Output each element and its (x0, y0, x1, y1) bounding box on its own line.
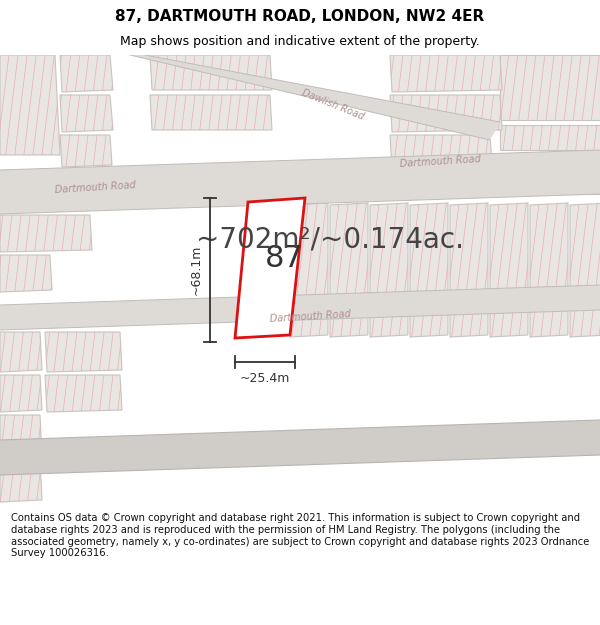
Polygon shape (0, 375, 42, 412)
Polygon shape (0, 420, 600, 475)
Polygon shape (390, 95, 502, 132)
Polygon shape (380, 170, 552, 194)
Polygon shape (45, 375, 122, 412)
Polygon shape (0, 150, 600, 214)
Polygon shape (45, 332, 122, 372)
Polygon shape (570, 203, 600, 337)
Polygon shape (60, 135, 112, 167)
Polygon shape (390, 55, 502, 92)
Polygon shape (235, 198, 305, 338)
Polygon shape (490, 203, 528, 337)
Text: 87: 87 (265, 244, 304, 272)
Polygon shape (390, 135, 492, 167)
Polygon shape (500, 55, 600, 120)
Text: Dartmouth Road: Dartmouth Road (400, 154, 482, 169)
Polygon shape (500, 125, 600, 150)
Polygon shape (0, 415, 42, 457)
Polygon shape (0, 285, 600, 330)
Text: Dartmouth Road: Dartmouth Road (55, 181, 137, 196)
Polygon shape (60, 55, 113, 92)
Polygon shape (530, 203, 568, 337)
Text: ~25.4m: ~25.4m (240, 372, 290, 385)
Polygon shape (450, 203, 488, 337)
Polygon shape (0, 460, 42, 502)
Polygon shape (60, 95, 113, 132)
Polygon shape (410, 203, 448, 337)
Text: ~702m²/~0.174ac.: ~702m²/~0.174ac. (196, 226, 464, 254)
Polygon shape (0, 215, 92, 252)
Polygon shape (150, 95, 272, 130)
Text: Map shows position and indicative extent of the property.: Map shows position and indicative extent… (120, 35, 480, 48)
Text: Dawlish Road: Dawlish Road (300, 88, 365, 122)
Polygon shape (130, 55, 500, 140)
Polygon shape (0, 55, 60, 155)
Text: Dartmouth Road: Dartmouth Road (270, 309, 352, 324)
Polygon shape (555, 170, 600, 194)
Text: Contains OS data © Crown copyright and database right 2021. This information is : Contains OS data © Crown copyright and d… (11, 514, 589, 558)
Polygon shape (0, 332, 42, 372)
Polygon shape (150, 55, 272, 90)
Polygon shape (150, 170, 372, 194)
Polygon shape (370, 203, 408, 337)
Text: ~68.1m: ~68.1m (190, 245, 203, 295)
Polygon shape (0, 255, 52, 292)
Text: 87, DARTMOUTH ROAD, LONDON, NW2 4ER: 87, DARTMOUTH ROAD, LONDON, NW2 4ER (115, 9, 485, 24)
Polygon shape (290, 203, 328, 337)
Polygon shape (330, 203, 368, 337)
